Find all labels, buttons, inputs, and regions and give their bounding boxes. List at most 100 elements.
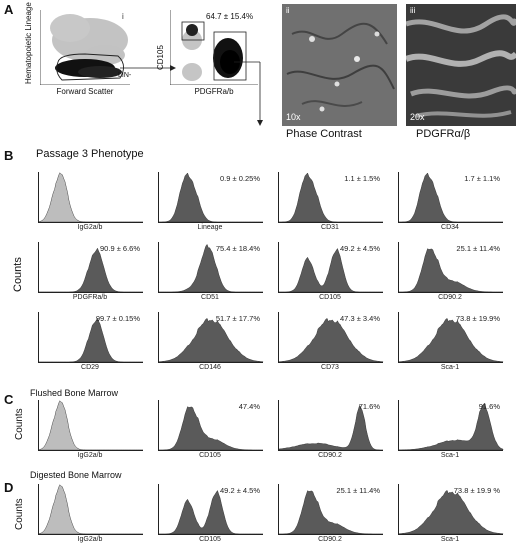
phase-contrast-image: ii 10x [282,4,397,126]
histogram-stat: 73.8 ± 19.9 % [453,486,500,495]
histogram-stat: 0.9 ± 0.25% [220,174,260,183]
histogram-marker-label: CD146 [199,364,221,371]
histogram-curve [279,172,383,223]
histogram-marker-label: Sca-1 [440,364,460,371]
panel-b-title: Passage 3 Phenotype [36,148,144,160]
histogram-b-0-3 [398,172,503,223]
histogram-curve [38,484,143,535]
micro1-roman: ii [286,6,290,15]
histogram-b-0-2 [278,172,383,223]
scatter-plot-lineage: i LIN- [40,10,132,85]
micro2-roman: iii [410,6,416,15]
scatter-plot-cd105: 64.7 ± 15.4% [170,10,258,85]
histogram-marker-label: CD29 [81,364,99,371]
scatter2-stat: 64.7 ± 15.4% [206,12,254,21]
histogram-curve [38,400,143,451]
scatter2-xlabel: PDGFRa/b [194,87,234,96]
histogram-stat: 25.1 ± 11.4% [336,486,380,495]
histogram-marker-label: PDGFRa/b [72,294,108,301]
histogram-curve [159,406,263,451]
histogram-curve [39,247,143,293]
micro1-magnification: 10x [286,112,301,122]
histogram-curve [158,318,264,363]
scatter1-gate-label: LIN- [118,72,132,79]
panel-c-title: Flushed Bone Marrow [30,388,119,398]
panel-c-ylabel: Counts [14,408,25,440]
panel-b-letter: B [4,148,14,163]
micro2-caption: PDGFRα/β [416,128,471,140]
histogram-curve [399,248,503,293]
histogram-d-3 [398,484,504,535]
panel-b-ylabel: Counts [12,257,24,292]
histogram-marker-label: CD90.2 [318,452,342,459]
histogram-curve [279,490,383,535]
histogram-stat: 1.7 ± 1.1% [464,174,500,183]
histogram-b-1-3 [398,242,503,293]
histogram-marker-label: CD73 [321,364,339,371]
panel-a-letter: A [4,2,14,17]
histogram-d-0 [38,484,143,535]
histogram-curve [278,404,383,451]
histogram-curve [39,317,143,363]
histogram-stat: 91.6% [478,402,500,411]
histogram-curve [398,318,504,363]
panel-d-ylabel: Counts [14,498,25,530]
histogram-stat: 47.3 ± 3.4% [340,314,380,323]
micro1-caption: Phase Contrast [286,128,362,140]
histogram-stat: 73.8 ± 19.9% [455,314,500,323]
pdgfr-stain-image: iii 20x [406,4,516,126]
histogram-b-2-2 [278,312,384,363]
histogram-curve [398,490,504,535]
histogram-stat: 25.1 ± 11.4% [456,244,500,253]
histogram-marker-label: CD105 [199,536,221,543]
histogram-b-1-2 [278,242,383,293]
histogram-stat: 90.9 ± 6.6% [100,244,140,253]
panel-d-title: Digested Bone Marrow [30,470,122,480]
gate-arrow [120,65,176,71]
histogram-curve [399,172,503,223]
histogram-c-2 [278,400,383,451]
histogram-marker-label: IgG2a/b [77,224,103,231]
scatter2-ylabel: CD105 [156,45,165,70]
histogram-b-2-3 [398,312,504,363]
histogram-marker-label: CD31 [321,224,339,231]
histogram-marker-label: CD34 [441,224,459,231]
histogram-b-0-0 [38,172,143,223]
histogram-stat: 49.2 ± 4.5% [340,244,380,253]
histogram-c-1 [158,400,263,451]
histogram-curve [38,172,143,223]
histogram-marker-label: IgG2a/b [77,536,103,543]
histogram-stat: 1.1 ± 1.5% [344,174,380,183]
histogram-stat: 49.2 ± 4.5% [220,486,260,495]
histogram-stat: 51.7 ± 17.7% [215,314,260,323]
down-arrow [234,61,263,126]
scatter1-xlabel: Forward Scatter [56,87,114,96]
histogram-marker-label: Sca-1 [440,536,460,543]
histogram-curve [159,172,263,223]
panel-c-letter: C [4,392,14,407]
histogram-stat: 47.4% [238,402,260,411]
histogram-curve [159,243,263,293]
histogram-stat: 71.6% [358,402,380,411]
histogram-marker-label: IgG2a/b [77,452,103,459]
histogram-marker-label: Sca-1 [440,452,460,459]
histogram-b-1-0 [38,242,143,293]
histogram-curve [159,490,263,535]
histogram-curve [279,248,383,293]
histogram-marker-label: CD105 [319,294,341,301]
scatter1-roman: i [122,12,124,21]
histogram-curve [278,318,384,363]
histogram-d-1 [158,484,263,535]
scatter1-ylabel: Hematopoietic Lineage [24,2,33,84]
histogram-marker-label: Lineage [197,224,223,231]
histogram-marker-label: CD105 [199,452,221,459]
histogram-marker-label: CD51 [201,294,219,301]
histogram-stat: 75.4 ± 18.4% [215,244,260,253]
histogram-d-2 [278,484,383,535]
micro2-magnification: 20x [410,112,425,122]
histogram-b-2-0 [38,312,143,363]
histogram-b-0-1 [158,172,263,223]
histogram-marker-label: CD90.2 [438,294,462,301]
panel-d-letter: D [4,480,14,495]
histogram-b-1-1 [158,242,263,293]
